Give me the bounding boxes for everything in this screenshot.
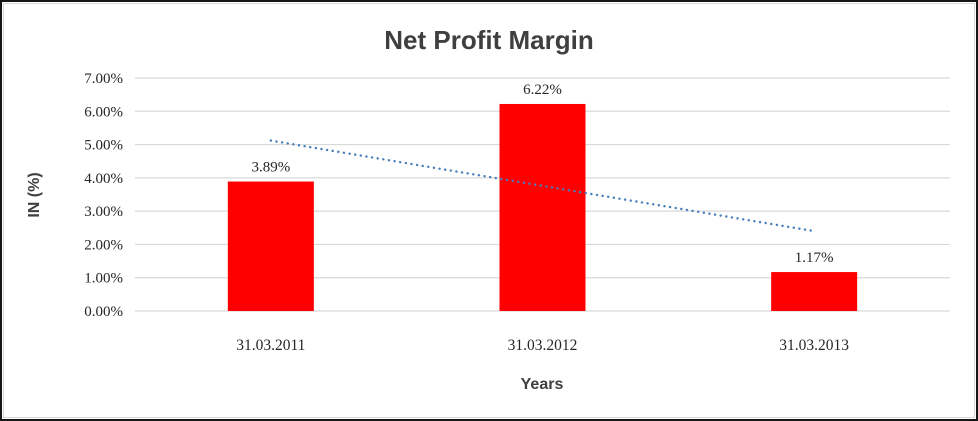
x-tick-label: 31.03.2012 (508, 337, 578, 354)
y-tick-label: 1.00% (84, 271, 123, 287)
y-tick-label: 2.00% (84, 237, 123, 253)
trendline (269, 139, 816, 233)
x-tick-label: 31.03.2011 (236, 337, 305, 354)
bar (227, 181, 314, 311)
bar (771, 272, 858, 311)
y-tick-label: 7.00% (84, 71, 123, 87)
x-tick-label: 31.03.2013 (779, 337, 849, 354)
bar-value-label: 1.17% (795, 250, 834, 266)
bar-value-label: 6.22% (523, 82, 562, 98)
y-tick-label: 0.00% (84, 304, 123, 320)
labels: 0.00% 1.00% 2.00% 3.00% 4.00% 5.00% 6.00% 7.00%… (84, 71, 849, 354)
bar (499, 103, 586, 311)
bar-value-label: 3.89% (251, 160, 290, 176)
y-axis-title: IN (%) (26, 172, 43, 217)
bar-series (227, 103, 858, 311)
x-axis-title: Years (521, 376, 564, 393)
y-tick-label: 3.00% (84, 204, 123, 220)
chart-title: Net Profit Margin (384, 25, 593, 55)
y-tick-label: 6.00% (84, 104, 123, 120)
trendline-group (269, 139, 816, 233)
y-tick-label: 5.00% (84, 138, 123, 154)
y-tick-label: 4.00% (84, 171, 123, 187)
